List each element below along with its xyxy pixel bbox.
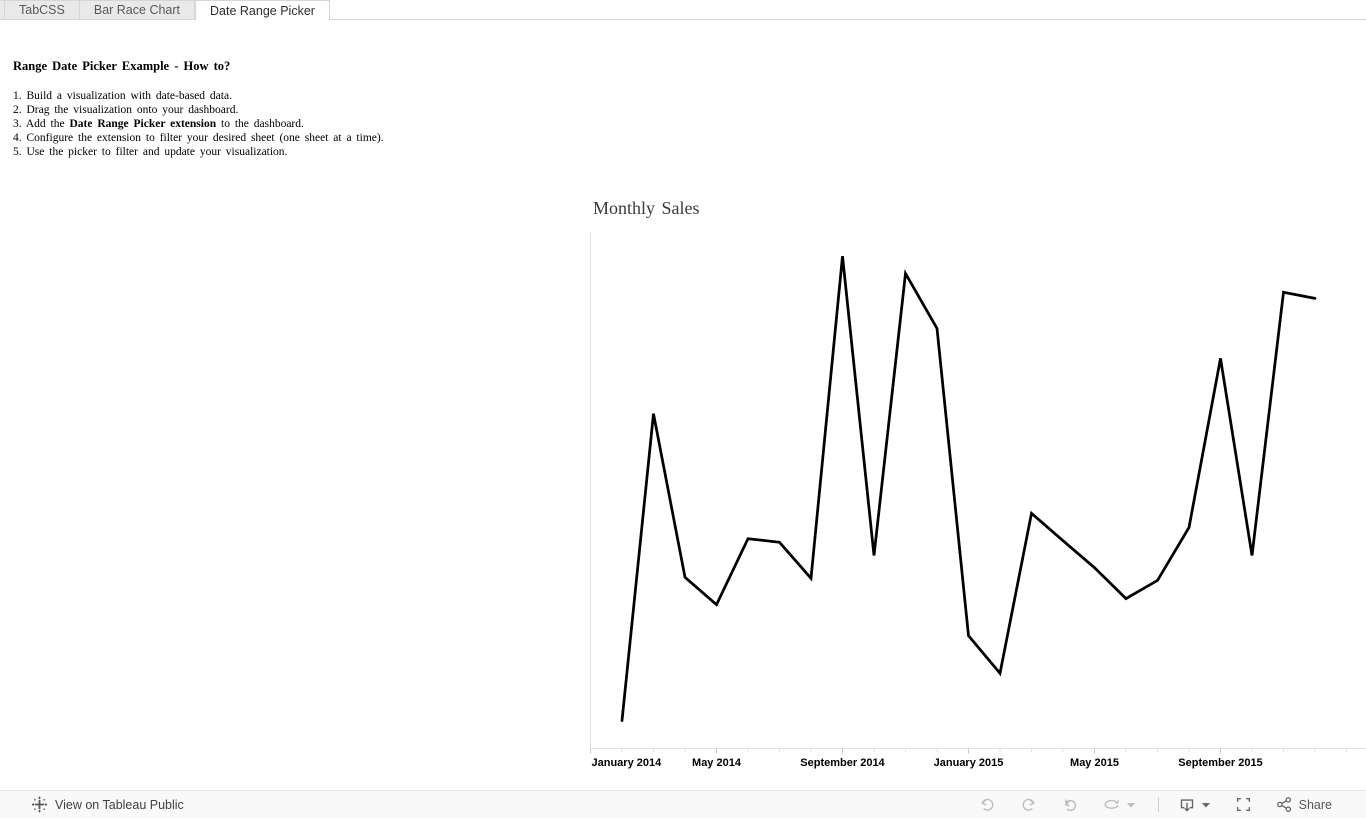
tab-label: Date Range Picker [210, 3, 315, 18]
svg-text:September 2015: September 2015 [1178, 757, 1262, 769]
sheet-tab-bar: TabCSS Bar Race Chart Date Range Picker [0, 0, 1366, 20]
instructions-title: Range Date Picker Example - How to? [13, 59, 231, 73]
download-button[interactable] [1178, 796, 1196, 813]
tab-label: Bar Race Chart [93, 3, 181, 17]
toolbar-separator [1157, 797, 1159, 812]
tableau-logo-icon [31, 796, 48, 813]
tab-label: TabCSS [19, 3, 65, 17]
instruction-step: 1. Build a visualization with date-based… [13, 90, 232, 102]
share-button[interactable]: Share [1276, 796, 1332, 813]
revert-button[interactable] [1061, 796, 1078, 813]
download-icon [1180, 799, 1193, 812]
bottom-toolbar: View on Tableau Public [0, 790, 1366, 818]
fullscreen-button[interactable] [1235, 796, 1252, 813]
svg-text:January 2015: January 2015 [934, 757, 1004, 769]
undo-icon [980, 798, 994, 811]
svg-text:May 2015: May 2015 [1070, 757, 1119, 769]
tab-stub [0, 0, 5, 19]
instruction-step: 5. Use the picker to filter and update y… [13, 146, 288, 158]
svg-text:May 2014: May 2014 [692, 757, 742, 769]
download-options-caret[interactable] [1201, 802, 1211, 808]
refresh-icon [1104, 799, 1119, 809]
instruction-step: 3. Add the Date Range Picker extension t… [13, 118, 304, 130]
svg-text:September 2014: September 2014 [800, 757, 885, 769]
view-on-tableau-public-link[interactable]: View on Tableau Public [31, 796, 184, 813]
caret-down-icon [1126, 802, 1135, 807]
chart-title: Monthly Sales [593, 198, 700, 218]
redo-icon [1022, 798, 1035, 811]
toolbar-actions: Share [979, 796, 1332, 813]
revert-icon [1064, 799, 1076, 812]
undo-button[interactable] [979, 796, 996, 813]
share-icon [1276, 797, 1291, 812]
tab-date-range-picker[interactable]: Date Range Picker [195, 0, 330, 20]
view-on-tableau-public-label: View on Tableau Public [55, 797, 184, 812]
redo-button[interactable] [1020, 796, 1037, 813]
caret-down-icon [1201, 802, 1210, 807]
tab-tabcss[interactable]: TabCSS [5, 0, 80, 19]
instructions-block: Range Date Picker Example - How to? 1. B… [13, 59, 573, 159]
tab-bar-race-chart[interactable]: Bar Race Chart [79, 0, 196, 19]
fullscreen-icon [1236, 797, 1250, 812]
monthly-sales-line-chart[interactable]: January 2014 May 2014 September 2014 Januar… [590, 230, 1366, 780]
instruction-step: 2. Drag the visualization onto your dash… [13, 104, 239, 116]
share-label: Share [1298, 797, 1332, 812]
instruction-step: 4. Configure the extension to filter you… [13, 132, 384, 144]
svg-text:January 2014: January 2014 [592, 757, 663, 769]
refresh-options-caret[interactable] [1126, 802, 1136, 808]
refresh-button[interactable] [1102, 796, 1121, 813]
